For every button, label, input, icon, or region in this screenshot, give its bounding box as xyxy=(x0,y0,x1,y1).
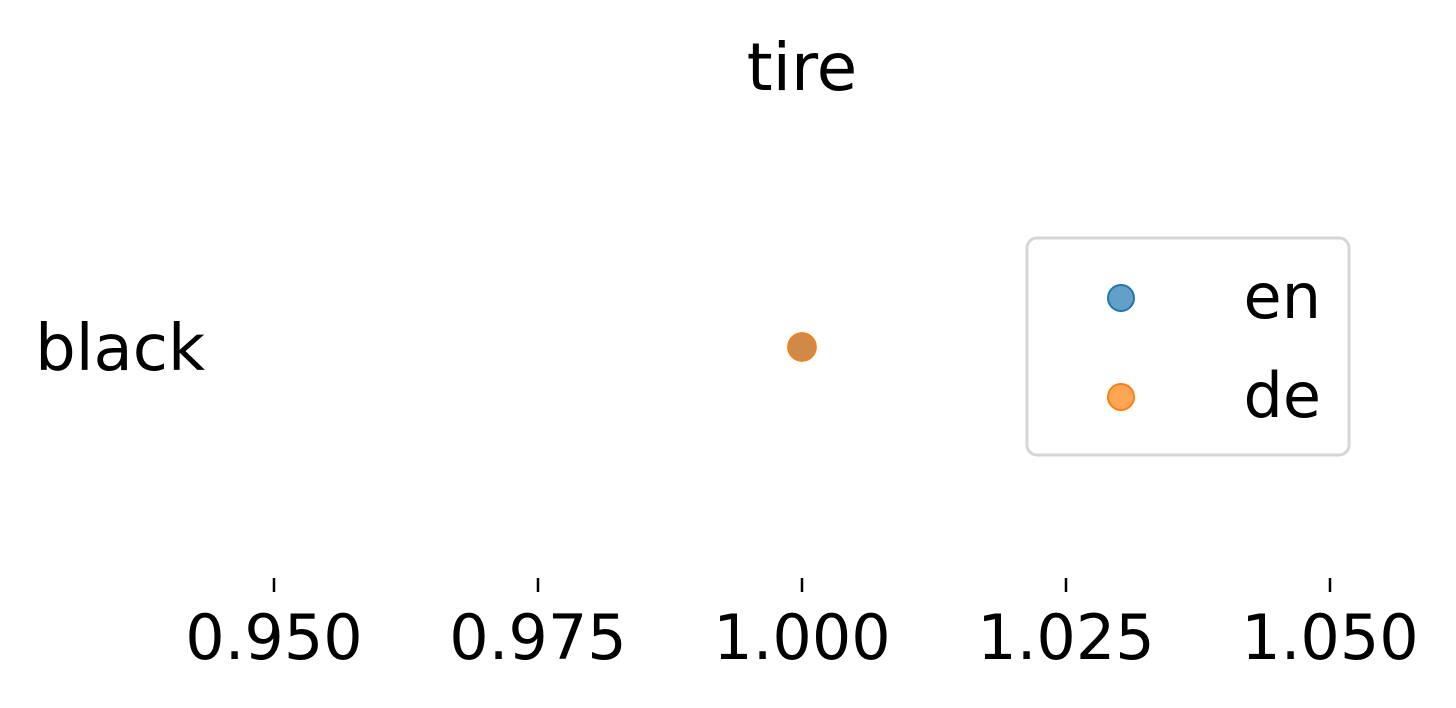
legend-marker-en xyxy=(1107,284,1135,312)
y-tick-label: black xyxy=(35,312,205,386)
legend-label-de: de xyxy=(1244,359,1322,432)
legend: en de xyxy=(1025,236,1351,457)
x-tick-label: 1.000 xyxy=(713,601,891,674)
x-tick-label: 1.025 xyxy=(977,601,1155,674)
x-tick-label: 1.050 xyxy=(1241,601,1419,674)
x-tick-label: 0.950 xyxy=(185,601,363,674)
data-point-de xyxy=(787,332,817,362)
legend-label-en: en xyxy=(1244,260,1321,333)
y-axis-labels: black xyxy=(35,312,205,386)
x-tick-label: 0.975 xyxy=(449,601,627,674)
x-axis: 0.950 0.975 1.000 1.025 1.050 xyxy=(185,578,1419,674)
data-points xyxy=(787,332,817,362)
legend-marker-de xyxy=(1107,383,1135,411)
chart-title: tire xyxy=(747,29,858,106)
legend-frame xyxy=(1025,236,1351,457)
